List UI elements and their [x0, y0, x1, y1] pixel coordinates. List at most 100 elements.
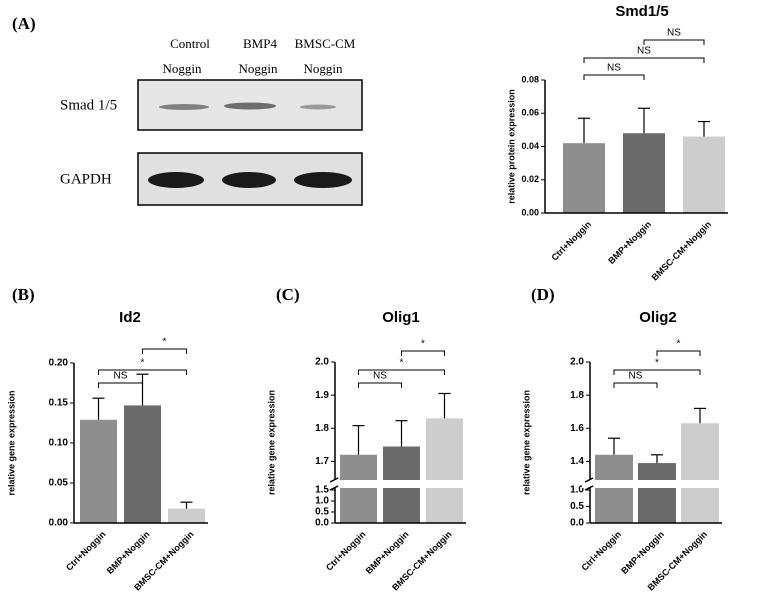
- axis-break-mark: [329, 485, 339, 491]
- significance-label: *: [141, 358, 145, 369]
- y-tick-label: 1.8: [315, 423, 329, 434]
- y-tick-label: 1.9: [315, 390, 329, 401]
- significance-bracket: [583, 57, 705, 63]
- panel-label: (B): [12, 285, 35, 304]
- significance-bracket: [643, 39, 705, 45]
- lane-label: BMP4: [243, 36, 277, 51]
- axis-break-mark: [329, 477, 339, 483]
- x-tick-label: BMSC-CM+Noggin: [650, 219, 713, 282]
- bar: [563, 143, 605, 213]
- y-axis-label: relative gene expression: [521, 390, 531, 495]
- significance-bracket: [583, 74, 645, 80]
- significance-label: NS: [637, 46, 651, 57]
- lane-label: Noggin: [163, 61, 203, 76]
- significance-label: *: [421, 339, 425, 350]
- x-tick-label: BMP+Noggin: [105, 529, 152, 576]
- chart-title: Smd1/5: [615, 3, 668, 20]
- significance-label: NS: [629, 371, 643, 382]
- western-blot: Control Noggin BMP4 Noggin BMSC-CM Noggi…: [60, 36, 363, 206]
- y-tick-label: 1.6: [570, 423, 584, 434]
- chart-title: Olig1: [382, 309, 420, 326]
- y-tick-label: 0.20: [49, 358, 69, 369]
- y-tick-label: 1.0: [315, 496, 329, 507]
- axis-break: [327, 480, 465, 488]
- y-tick-label: 0.02: [521, 174, 539, 184]
- panel-label: (D): [531, 285, 555, 304]
- lane-label: Control: [170, 36, 210, 51]
- chart-title: Id2: [119, 309, 141, 326]
- y-tick-label: 2.0: [570, 357, 584, 368]
- panel-label: (C): [276, 285, 300, 304]
- band: [294, 172, 352, 188]
- y-tick-label: 1.8: [570, 390, 584, 401]
- bar: [124, 405, 161, 523]
- axis-break: [582, 480, 721, 488]
- y-tick-label: 0.0: [570, 518, 584, 529]
- y-tick-label: 0.08: [521, 74, 539, 84]
- y-tick-label: 0.06: [521, 108, 539, 118]
- axis-break-mark: [584, 485, 594, 491]
- significance-label: *: [677, 339, 681, 350]
- bar: [80, 419, 117, 523]
- bar: [683, 136, 725, 213]
- band: [148, 172, 204, 188]
- row-label: Smad 1/5: [60, 97, 117, 113]
- y-tick-label: 0.15: [49, 398, 69, 409]
- significance-label: *: [163, 337, 167, 348]
- significance-bracket: [613, 382, 658, 388]
- panel-label: (A): [12, 14, 36, 33]
- y-tick-label: 0.00: [521, 207, 539, 217]
- significance-bracket: [358, 382, 402, 388]
- x-tick-label: Ctrl+Noggin: [579, 529, 623, 573]
- bar: [426, 418, 463, 523]
- significance-label: NS: [373, 371, 387, 382]
- significance-bracket: [401, 350, 445, 356]
- band: [300, 104, 336, 110]
- significance-bracket: [142, 348, 187, 354]
- y-tick-label: 2.0: [315, 357, 329, 368]
- x-tick-label: BMP+Noggin: [619, 529, 666, 576]
- y-tick-label: 0.5: [315, 507, 329, 518]
- y-tick-label: 1.0: [570, 485, 584, 496]
- significance-bracket: [98, 382, 143, 388]
- bar: [595, 454, 633, 523]
- y-tick-label: 0.05: [49, 478, 69, 489]
- lane-label: Noggin: [239, 61, 279, 76]
- band: [222, 172, 276, 188]
- bar: [168, 508, 205, 523]
- x-tick-label: BMP+Noggin: [364, 529, 411, 576]
- lane-label: BMSC-CM: [295, 36, 356, 51]
- y-axis-label: relative gene expression: [266, 390, 276, 495]
- y-tick-label: 0.04: [521, 141, 539, 151]
- y-axis-label: relative protein expression: [506, 89, 516, 204]
- y-tick-label: 1.7: [315, 456, 329, 467]
- significance-label: NS: [114, 371, 128, 382]
- band: [224, 102, 276, 110]
- bar: [681, 423, 719, 523]
- y-tick-label: 0.00: [49, 518, 69, 529]
- x-tick-label: Ctrl+Noggin: [549, 219, 593, 263]
- significance-label: NS: [607, 63, 621, 74]
- row-label: GAPDH: [60, 171, 112, 187]
- significance-label: NS: [667, 28, 681, 39]
- bar: [340, 454, 377, 523]
- significance-bracket: [98, 369, 187, 375]
- band: [159, 104, 209, 110]
- significance-bracket: [613, 369, 701, 375]
- significance-bracket: [358, 369, 445, 375]
- lane-label: Noggin: [304, 61, 344, 76]
- y-tick-label: 1.4: [570, 456, 584, 467]
- x-tick-label: BMP+Noggin: [606, 219, 653, 266]
- y-tick-label: 1.5: [315, 485, 329, 496]
- y-tick-label: 0.10: [49, 438, 69, 449]
- y-tick-label: 0.0: [315, 518, 329, 529]
- axis-break-mark: [584, 477, 594, 483]
- significance-label: *: [655, 358, 659, 369]
- x-tick-label: Ctrl+Noggin: [324, 529, 368, 573]
- bar: [623, 133, 665, 213]
- significance-label: *: [400, 358, 404, 369]
- x-tick-label: Ctrl+Noggin: [64, 529, 108, 573]
- y-axis-label: relative gene expression: [6, 390, 16, 495]
- chart-title: Olig2: [639, 309, 677, 326]
